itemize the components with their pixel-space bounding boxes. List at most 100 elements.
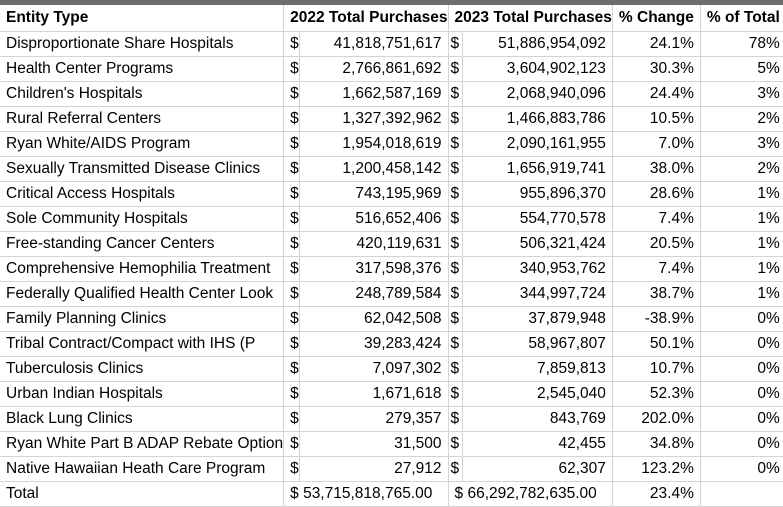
purchases-2022-cell[interactable]: 1,671,618 xyxy=(299,381,449,407)
entity-type-cell[interactable]: Tuberculosis Clinics xyxy=(0,356,285,382)
percent-change-cell[interactable]: 38.7% xyxy=(612,281,701,307)
percent-of-total-cell[interactable]: 0% xyxy=(700,406,783,432)
percent-of-total-cell[interactable]: 2% xyxy=(700,156,783,182)
entity-type-cell[interactable]: Free-standing Cancer Centers xyxy=(0,231,285,257)
percent-of-total-cell[interactable]: 0% xyxy=(700,456,783,482)
purchases-2022-cell[interactable]: 39,283,424 xyxy=(299,331,449,357)
currency-symbol-2023[interactable]: $ xyxy=(448,56,464,82)
purchases-2022-cell[interactable]: 279,357 xyxy=(299,406,449,432)
purchases-2023-cell[interactable]: 344,997,724 xyxy=(462,281,613,307)
currency-symbol-2023[interactable]: $ xyxy=(448,306,464,332)
header-percent-change[interactable]: % Change xyxy=(612,5,701,32)
entity-type-cell[interactable]: Sexually Transmitted Disease Clinics xyxy=(0,156,285,182)
currency-symbol-2023[interactable]: $ xyxy=(448,456,464,482)
percent-of-total-cell[interactable]: 0% xyxy=(700,306,783,332)
purchases-2022-cell[interactable]: 31,500 xyxy=(299,431,449,457)
currency-symbol-2023[interactable]: $ xyxy=(448,181,464,207)
percent-of-total-cell[interactable]: 1% xyxy=(700,281,783,307)
purchases-2023-cell[interactable]: 7,859,813 xyxy=(462,356,613,382)
purchases-2022-cell[interactable]: 1,662,587,169 xyxy=(299,81,449,107)
currency-symbol-2022[interactable]: $ xyxy=(283,456,301,482)
currency-symbol-2022[interactable]: $ xyxy=(283,56,301,82)
currency-symbol-2022[interactable]: $ xyxy=(283,31,301,57)
purchases-2023-cell[interactable]: 42,455 xyxy=(462,431,613,457)
purchases-2023-cell[interactable]: 62,307 xyxy=(462,456,613,482)
percent-change-cell[interactable]: 24.4% xyxy=(612,81,701,107)
entity-type-cell[interactable]: Comprehensive Hemophilia Treatment xyxy=(0,256,285,282)
purchases-2023-cell[interactable]: 2,090,161,955 xyxy=(462,131,613,157)
currency-symbol-2022[interactable]: $ xyxy=(283,156,301,182)
percent-of-total-cell[interactable]: 1% xyxy=(700,181,783,207)
percent-of-total-cell[interactable]: 1% xyxy=(700,206,783,232)
currency-symbol-2023[interactable]: $ xyxy=(448,206,464,232)
total-2022-cell[interactable]: $ 53,715,818,765.00 xyxy=(283,481,449,507)
purchases-2022-cell[interactable]: 1,954,018,619 xyxy=(299,131,449,157)
currency-symbol-2023[interactable]: $ xyxy=(448,81,464,107)
currency-symbol-2022[interactable]: $ xyxy=(283,131,301,157)
purchases-2023-cell[interactable]: 843,769 xyxy=(462,406,613,432)
purchases-2022-cell[interactable]: 62,042,508 xyxy=(299,306,449,332)
purchases-2023-cell[interactable]: 51,886,954,092 xyxy=(462,31,613,57)
percent-of-total-cell[interactable]: 0% xyxy=(700,381,783,407)
purchases-2023-cell[interactable]: 1,656,919,741 xyxy=(462,156,613,182)
currency-symbol-2023[interactable]: $ xyxy=(448,131,464,157)
currency-symbol-2022[interactable]: $ xyxy=(283,331,301,357)
percent-change-cell[interactable]: 20.5% xyxy=(612,231,701,257)
currency-symbol-2023[interactable]: $ xyxy=(448,406,464,432)
entity-type-cell[interactable]: Sole Community Hospitals xyxy=(0,206,285,232)
currency-symbol-2023[interactable]: $ xyxy=(448,156,464,182)
entity-type-cell[interactable]: Critical Access Hospitals xyxy=(0,181,285,207)
percent-of-total-cell[interactable]: 0% xyxy=(700,331,783,357)
currency-symbol-2023[interactable]: $ xyxy=(448,281,464,307)
percent-change-cell[interactable]: 202.0% xyxy=(612,406,701,432)
currency-symbol-2023[interactable]: $ xyxy=(448,31,464,57)
percent-change-cell[interactable]: 52.3% xyxy=(612,381,701,407)
currency-symbol-2022[interactable]: $ xyxy=(283,181,301,207)
percent-of-total-cell[interactable]: 1% xyxy=(700,231,783,257)
purchases-2023-cell[interactable]: 2,068,940,096 xyxy=(462,81,613,107)
percent-change-cell[interactable]: 7.4% xyxy=(612,206,701,232)
percent-change-cell[interactable]: 28.6% xyxy=(612,181,701,207)
percent-change-cell[interactable]: 38.0% xyxy=(612,156,701,182)
percent-of-total-cell[interactable]: 0% xyxy=(700,431,783,457)
purchases-2022-cell[interactable]: 317,598,376 xyxy=(299,256,449,282)
entity-type-cell[interactable]: Tribal Contract/Compact with IHS (P xyxy=(0,331,285,357)
entity-type-cell[interactable]: Disproportionate Share Hospitals xyxy=(0,31,285,57)
currency-symbol-2023[interactable]: $ xyxy=(448,231,464,257)
purchases-2023-cell[interactable]: 2,545,040 xyxy=(462,381,613,407)
purchases-2022-cell[interactable]: 2,766,861,692 xyxy=(299,56,449,82)
currency-symbol-2023[interactable]: $ xyxy=(448,106,464,132)
purchases-2022-cell[interactable]: 1,200,458,142 xyxy=(299,156,449,182)
currency-symbol-2022[interactable]: $ xyxy=(283,306,301,332)
entity-type-cell[interactable]: Ryan White Part B ADAP Rebate Option xyxy=(0,431,285,457)
percent-of-total-cell[interactable]: 3% xyxy=(700,81,783,107)
entity-type-cell[interactable]: Rural Referral Centers xyxy=(0,106,285,132)
purchases-2023-cell[interactable]: 955,896,370 xyxy=(462,181,613,207)
currency-symbol-2022[interactable]: $ xyxy=(283,406,301,432)
purchases-2022-cell[interactable]: 516,652,406 xyxy=(299,206,449,232)
header-2023-total[interactable]: 2023 Total Purchases xyxy=(448,5,613,32)
entity-type-cell[interactable]: Native Hawaiian Heath Care Program xyxy=(0,456,285,482)
entity-type-cell[interactable]: Family Planning Clinics xyxy=(0,306,285,332)
purchases-2023-cell[interactable]: 340,953,762 xyxy=(462,256,613,282)
currency-symbol-2022[interactable]: $ xyxy=(283,356,301,382)
header-entity-type[interactable]: Entity Type xyxy=(0,5,285,32)
purchases-2023-cell[interactable]: 37,879,948 xyxy=(462,306,613,332)
purchases-2023-cell[interactable]: 1,466,883,786 xyxy=(462,106,613,132)
purchases-2022-cell[interactable]: 27,912 xyxy=(299,456,449,482)
currency-symbol-2023[interactable]: $ xyxy=(448,431,464,457)
entity-type-cell[interactable]: Federally Qualified Health Center Look xyxy=(0,281,285,307)
purchases-2022-cell[interactable]: 420,119,631 xyxy=(299,231,449,257)
percent-change-cell[interactable]: 7.4% xyxy=(612,256,701,282)
purchases-2022-cell[interactable]: 41,818,751,617 xyxy=(299,31,449,57)
currency-symbol-2023[interactable]: $ xyxy=(448,331,464,357)
percent-change-cell[interactable]: 10.7% xyxy=(612,356,701,382)
purchases-2023-cell[interactable]: 506,321,424 xyxy=(462,231,613,257)
currency-symbol-2022[interactable]: $ xyxy=(283,381,301,407)
percent-change-cell[interactable]: 34.8% xyxy=(612,431,701,457)
purchases-2023-cell[interactable]: 3,604,902,123 xyxy=(462,56,613,82)
entity-type-cell[interactable]: Children's Hospitals xyxy=(0,81,285,107)
percent-of-total-cell[interactable]: 3% xyxy=(700,131,783,157)
purchases-2022-cell[interactable]: 7,097,302 xyxy=(299,356,449,382)
purchases-2023-cell[interactable]: 554,770,578 xyxy=(462,206,613,232)
